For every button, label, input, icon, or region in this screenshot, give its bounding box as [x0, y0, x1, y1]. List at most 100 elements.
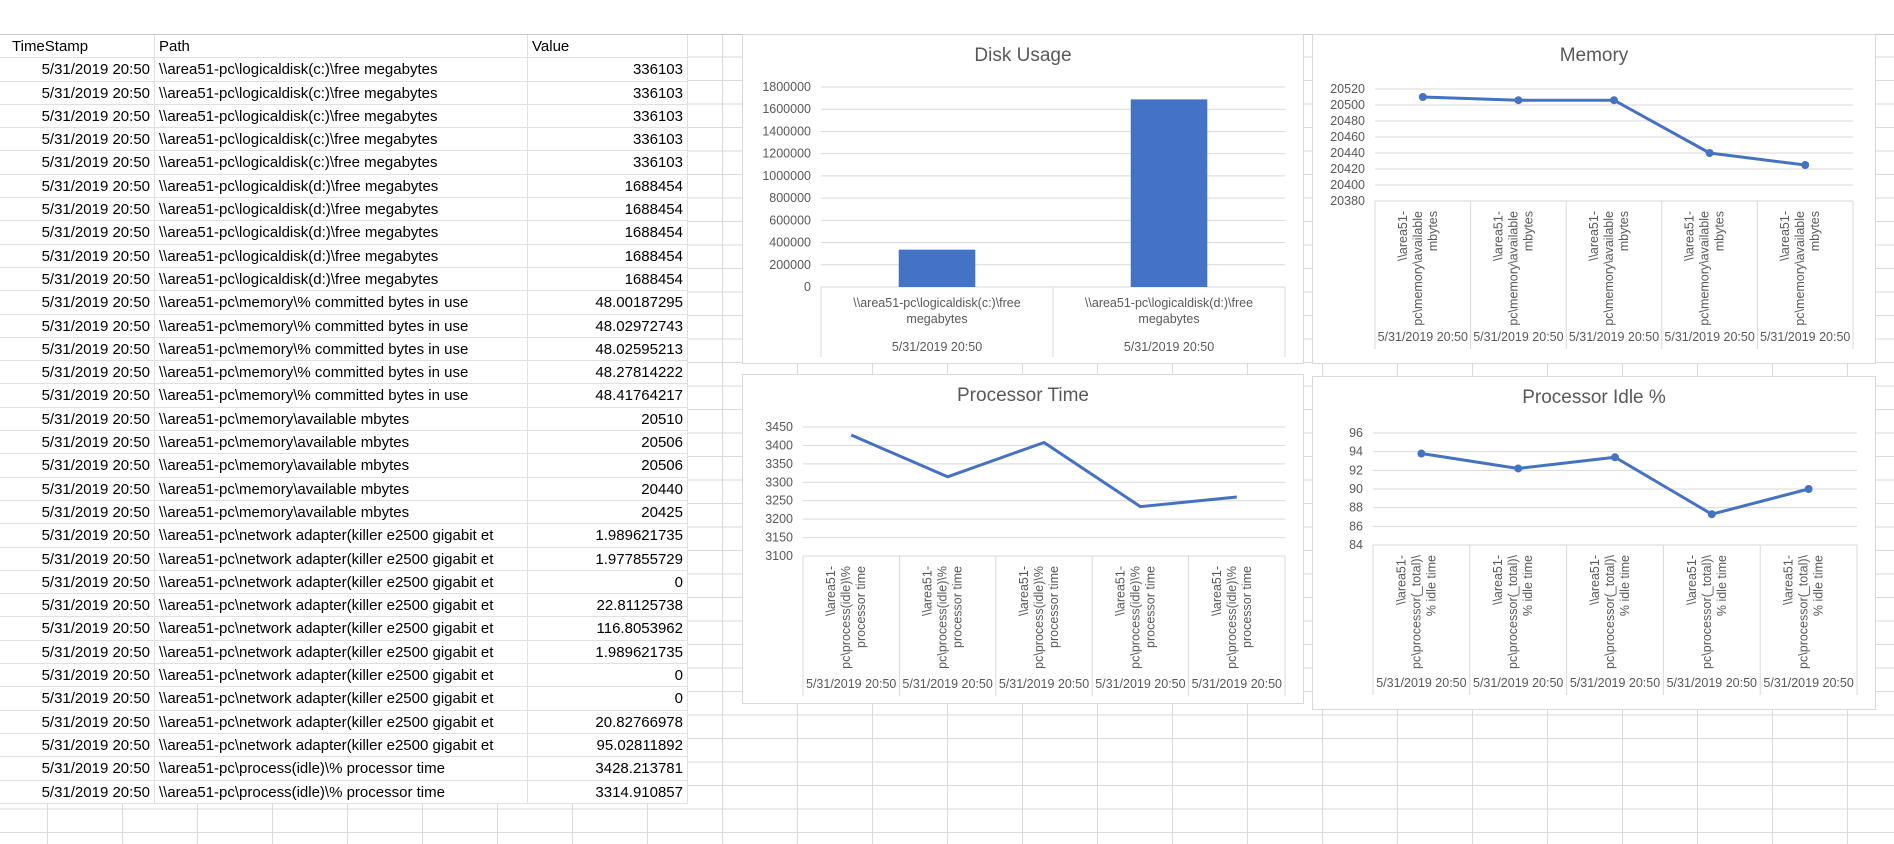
cell-timestamp[interactable]: 5/31/2019 20:50	[0, 198, 155, 221]
cell-timestamp[interactable]: 5/31/2019 20:50	[0, 407, 155, 431]
cell-timestamp[interactable]: 5/31/2019 20:50	[0, 780, 155, 803]
cell-path[interactable]: \\area51-pc\network adapter(killer e2500…	[155, 570, 528, 594]
data-point[interactable]	[1418, 93, 1427, 101]
memory-chart[interactable]: Memory 20380 20400 20420 20440 20460 20480 2050…	[1312, 34, 1876, 364]
cell-path[interactable]: \\area51-pc\network adapter(killer e2500…	[155, 687, 528, 710]
cell-value[interactable]: 0	[528, 570, 688, 594]
cell-timestamp[interactable]: 5/31/2019 20:50	[0, 58, 155, 81]
cell-value[interactable]: 48.00187295	[528, 291, 688, 314]
cell-timestamp[interactable]: 5/31/2019 20:50	[0, 570, 155, 594]
cell-value[interactable]: 22.81125738	[528, 594, 688, 617]
cell-path[interactable]: \\area51-pc\logicaldisk(d:)\free megabyt…	[155, 174, 528, 198]
cell-timestamp[interactable]: 5/31/2019 20:50	[0, 454, 155, 477]
cell-timestamp[interactable]: 5/31/2019 20:50	[0, 687, 155, 710]
cell-path[interactable]: \\area51-pc\network adapter(killer e2500…	[155, 664, 528, 687]
cell-path[interactable]: \\area51-pc\logicaldisk(c:)\free megabyt…	[155, 81, 528, 104]
data-point[interactable]	[1514, 464, 1523, 473]
cell-path[interactable]: \\area51-pc\process(idle)\% processor ti…	[155, 780, 528, 803]
cell-value[interactable]: 48.27814222	[528, 361, 688, 384]
cell-timestamp[interactable]: 5/31/2019 20:50	[0, 221, 155, 244]
cell-value[interactable]: 20425	[528, 500, 688, 524]
cell-timestamp[interactable]: 5/31/2019 20:50	[0, 174, 155, 198]
series-line[interactable]	[1422, 95, 1806, 167]
cell-value[interactable]: 20506	[528, 454, 688, 477]
cell-path[interactable]: \\area51-pc\memory\available mbytes	[155, 431, 528, 454]
cell-timestamp[interactable]: 5/31/2019 20:50	[0, 81, 155, 104]
cell-value[interactable]: 20510	[528, 407, 688, 431]
cell-path[interactable]: \\area51-pc\memory\% committed bytes in …	[155, 314, 528, 337]
cell-path[interactable]: \\area51-pc\network adapter(killer e2500…	[155, 617, 528, 640]
data-point[interactable]	[1514, 96, 1523, 105]
cell-timestamp[interactable]: 5/31/2019 20:50	[0, 291, 155, 314]
cell-timestamp[interactable]: 5/31/2019 20:50	[0, 314, 155, 337]
cell-value[interactable]: 20440	[528, 477, 688, 500]
cell-timestamp[interactable]: 5/31/2019 20:50	[0, 267, 155, 291]
data-point[interactable]	[1610, 96, 1618, 105]
cell-timestamp[interactable]: 5/31/2019 20:50	[0, 500, 155, 524]
cell-path[interactable]: \\area51-pc\network adapter(killer e2500…	[155, 547, 528, 570]
data-point[interactable]	[1804, 485, 1813, 493]
cell-value[interactable]: 1688454	[528, 267, 688, 291]
cell-timestamp[interactable]: 5/31/2019 20:50	[0, 361, 155, 384]
cell-path[interactable]: \\area51-pc\network adapter(killer e2500…	[155, 710, 528, 733]
cell-timestamp[interactable]: 5/31/2019 20:50	[0, 733, 155, 757]
cell-path[interactable]: \\area51-pc\memory\% committed bytes in …	[155, 291, 528, 314]
data-point[interactable]	[1705, 149, 1714, 157]
cell-value[interactable]: 48.02972743	[528, 314, 688, 337]
cell-path[interactable]: \\area51-pc\logicaldisk(d:)\free megabyt…	[155, 221, 528, 244]
cell-value[interactable]: 1688454	[528, 244, 688, 267]
series-line[interactable]	[1421, 452, 1809, 516]
cell-value[interactable]: 20506	[528, 431, 688, 454]
bar[interactable]	[1130, 99, 1208, 287]
cell-path[interactable]: \\area51-pc\logicaldisk(d:)\free megabyt…	[155, 244, 528, 267]
cell-timestamp[interactable]: 5/31/2019 20:50	[0, 617, 155, 640]
cell-path[interactable]: \\area51-pc\network adapter(killer e2500…	[155, 640, 528, 664]
cell-timestamp[interactable]: 5/31/2019 20:50	[0, 547, 155, 570]
cell-path[interactable]: \\area51-pc\network adapter(killer e2500…	[155, 733, 528, 757]
cell-timestamp[interactable]: 5/31/2019 20:50	[0, 710, 155, 733]
bar[interactable]	[898, 249, 976, 287]
cell-path[interactable]: \\area51-pc\logicaldisk(c:)\free megabyt…	[155, 58, 528, 81]
cell-path[interactable]: \\area51-pc\logicaldisk(d:)\free megabyt…	[155, 198, 528, 221]
processor-idle-chart[interactable]: Processor Idle % 84 86 88 90 92 94 96 \\area51- p…	[1312, 376, 1876, 710]
cell-value[interactable]: 0	[528, 664, 688, 687]
cell-path[interactable]: \\area51-pc\logicaldisk(c:)\free megabyt…	[155, 104, 528, 128]
cell-value[interactable]: 1.989621735	[528, 640, 688, 664]
cell-value[interactable]: 1688454	[528, 174, 688, 198]
cell-timestamp[interactable]: 5/31/2019 20:50	[0, 757, 155, 780]
cell-timestamp[interactable]: 5/31/2019 20:50	[0, 664, 155, 687]
cell-timestamp[interactable]: 5/31/2019 20:50	[0, 128, 155, 151]
processor-time-chart[interactable]: Processor Time 3100 3150 3200 3250 3300 3350 34…	[742, 374, 1304, 704]
cell-value[interactable]: 336103	[528, 104, 688, 128]
header-value[interactable]: Value	[528, 35, 688, 58]
data-point[interactable]	[1801, 161, 1810, 169]
cell-timestamp[interactable]: 5/31/2019 20:50	[0, 431, 155, 454]
cell-value[interactable]: 336103	[528, 151, 688, 174]
cell-value[interactable]: 95.02811892	[528, 733, 688, 757]
cell-value[interactable]: 3314.910857	[528, 780, 688, 803]
series-line[interactable]	[850, 433, 1237, 509]
cell-path[interactable]: \\area51-pc\memory\available mbytes	[155, 407, 528, 431]
cell-path[interactable]: \\area51-pc\logicaldisk(d:)\free megabyt…	[155, 267, 528, 291]
cell-timestamp[interactable]: 5/31/2019 20:50	[0, 337, 155, 361]
cell-value[interactable]: 336103	[528, 128, 688, 151]
cell-path[interactable]: \\area51-pc\process(idle)\% processor ti…	[155, 757, 528, 780]
header-path[interactable]: Path	[155, 35, 528, 58]
cell-timestamp[interactable]: 5/31/2019 20:50	[0, 151, 155, 174]
cell-timestamp[interactable]: 5/31/2019 20:50	[0, 640, 155, 664]
data-point[interactable]	[1611, 453, 1619, 462]
cell-value[interactable]: 116.8053962	[528, 617, 688, 640]
cell-value[interactable]: 1688454	[528, 198, 688, 221]
cell-value[interactable]: 1.989621735	[528, 524, 688, 547]
cell-timestamp[interactable]: 5/31/2019 20:50	[0, 477, 155, 500]
data-point[interactable]	[1417, 449, 1426, 458]
cell-value[interactable]: 1.977855729	[528, 547, 688, 570]
cell-value[interactable]: 20.82766978	[528, 710, 688, 733]
cell-value[interactable]: 0	[528, 687, 688, 710]
cell-path[interactable]: \\area51-pc\logicaldisk(c:)\free megabyt…	[155, 128, 528, 151]
cell-path[interactable]: \\area51-pc\network adapter(killer e2500…	[155, 594, 528, 617]
header-timestamp[interactable]: TimeStamp	[0, 35, 155, 58]
cell-path[interactable]: \\area51-pc\memory\available mbytes	[155, 500, 528, 524]
cell-path[interactable]: \\area51-pc\memory\available mbytes	[155, 454, 528, 477]
cell-timestamp[interactable]: 5/31/2019 20:50	[0, 104, 155, 128]
